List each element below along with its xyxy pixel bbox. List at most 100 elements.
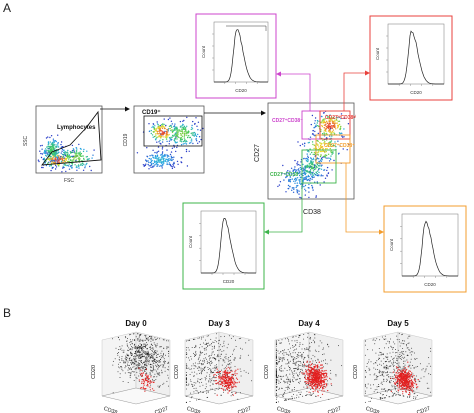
cube-point-red <box>144 390 146 392</box>
cd19-point <box>192 120 194 123</box>
cd27-point <box>305 157 307 160</box>
cube-point-black <box>288 354 289 356</box>
histogram-frame-orange <box>383 205 467 293</box>
cube-point-red <box>316 376 318 378</box>
cube-point-black <box>198 369 200 371</box>
cd27-point <box>339 128 341 130</box>
cube-point-black <box>233 359 235 361</box>
cube-point-black <box>378 354 380 356</box>
cd27-point <box>308 183 310 186</box>
lymph-point <box>61 171 63 173</box>
cube-point-red <box>233 383 235 385</box>
cube-point-black <box>149 348 151 350</box>
cube-point-black <box>407 354 409 356</box>
lymph-point <box>55 164 57 167</box>
cd19-gate-label: CD19⁺ <box>142 109 161 116</box>
cube-point-red <box>410 386 412 388</box>
cube-point-black <box>395 359 397 361</box>
cd19-point <box>185 148 188 151</box>
cube-point-red <box>234 370 236 372</box>
cube-point-red <box>318 370 321 372</box>
cd27-point <box>331 169 333 171</box>
cd19-point <box>170 156 173 159</box>
cube-point-black <box>129 368 131 370</box>
cube-point-black <box>221 364 223 366</box>
connector-green <box>268 183 303 233</box>
cube-point-black <box>393 360 395 362</box>
cube-point-black <box>410 367 412 369</box>
cube-point-black <box>295 372 297 374</box>
cube-point-black <box>135 361 137 363</box>
cd27-point <box>304 178 306 180</box>
cube-point-red <box>225 372 227 374</box>
cube-point-red <box>406 376 408 378</box>
cd27-point <box>348 143 350 146</box>
cd27-point <box>331 120 333 122</box>
cube-point-black <box>385 355 387 357</box>
cube-point-black <box>139 343 141 345</box>
cube-point-red <box>404 384 406 386</box>
lymph-point <box>47 162 49 164</box>
cube-point-black <box>185 366 187 368</box>
lymph-point <box>48 165 51 167</box>
cube-point-black <box>325 362 327 364</box>
cube-point-red <box>218 376 220 378</box>
cd27-point <box>320 168 323 170</box>
cube-point-red <box>395 377 397 379</box>
cube-point-black <box>291 356 293 358</box>
cube-point-red <box>145 373 147 375</box>
cube-point-black <box>301 348 303 350</box>
cube-point-black <box>134 358 136 360</box>
lymph-point <box>63 160 66 163</box>
cd27-point <box>317 140 319 142</box>
cube-point-black <box>218 360 220 362</box>
cube-point-black <box>400 342 402 344</box>
cube-point-black <box>208 362 210 364</box>
cube-point-black <box>364 390 366 392</box>
cd19-point <box>184 139 186 141</box>
cube-point-black <box>402 348 404 349</box>
lymph-point <box>50 164 52 167</box>
cube-point-black <box>407 347 409 349</box>
cube-point-black <box>307 365 309 367</box>
cube-point-black <box>296 348 297 350</box>
lymph-point <box>56 146 58 148</box>
cube-point-black <box>301 353 303 355</box>
cube-point-black <box>282 353 284 355</box>
cube-point-black <box>138 349 140 351</box>
cube-point-black <box>149 336 150 337</box>
cube-point-black <box>154 354 156 356</box>
cube-point-black <box>206 358 207 360</box>
cube-point-black <box>338 345 339 347</box>
cube-point-black <box>307 354 309 356</box>
cube-point-black <box>285 374 287 376</box>
histogram-x-label: CD20 <box>410 90 422 95</box>
cube-point-black <box>191 347 193 348</box>
cube-point-black <box>117 353 119 354</box>
lymph-point <box>47 141 50 143</box>
cube-point-black <box>209 374 211 376</box>
cube-point-black <box>148 353 150 354</box>
cd19-point <box>179 120 182 123</box>
cube-point-black <box>197 363 199 365</box>
cd27-point <box>313 134 315 136</box>
cube-point-black <box>215 388 217 390</box>
cube-point-red <box>221 387 223 390</box>
cd19-point <box>150 158 152 160</box>
cube-point-black <box>145 356 147 358</box>
cube-point-black <box>185 401 187 403</box>
cube-point-black <box>315 395 317 397</box>
cube-point-black <box>205 357 206 359</box>
cube-point-black <box>290 370 292 372</box>
cube-point-black <box>210 388 212 390</box>
cube-point-black <box>204 343 206 345</box>
cube-point-black <box>307 336 309 338</box>
cube-point-black <box>142 340 144 342</box>
cube-point-red <box>151 381 153 383</box>
cube-point-black <box>397 391 399 393</box>
cube-point-black <box>300 391 302 393</box>
cd19-point <box>198 136 201 138</box>
cube-point-black <box>296 397 297 399</box>
cube-point-black <box>118 336 119 338</box>
cube-point-black <box>139 355 141 356</box>
